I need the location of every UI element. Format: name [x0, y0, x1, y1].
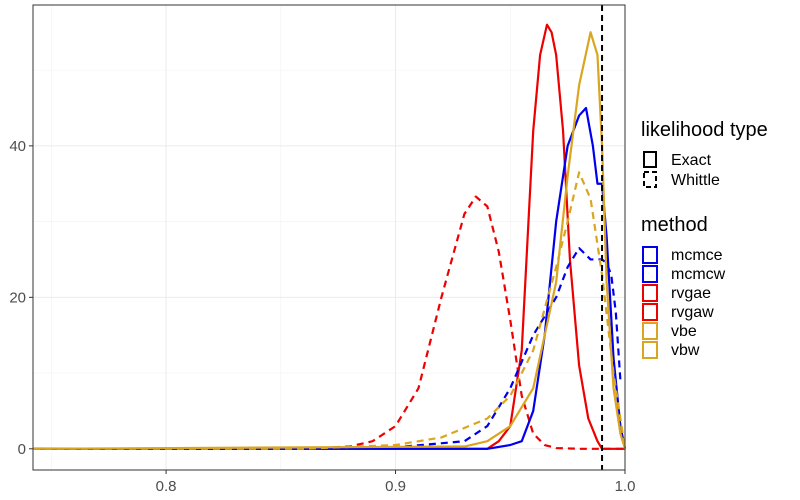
legend: likelihood type Exact Whittle method mcmc…: [641, 119, 768, 359]
legend-label: Exact: [671, 152, 712, 169]
legend-label: rvgae: [671, 285, 711, 302]
x-tick-label: 1.0: [615, 478, 636, 495]
legend-method-entries: mcmce mcmcw rvgae rvgaw vbe vbw: [642, 246, 726, 359]
x-tick-label: 0.8: [156, 478, 177, 495]
y-tick-label: 0: [18, 441, 26, 458]
legend-label: rvgaw: [671, 304, 714, 321]
legend-item-whittle: Whittle: [643, 171, 720, 189]
plot-border: [32, 4, 626, 471]
legend-key-whittle: [643, 171, 657, 188]
y-tick-label: 40: [9, 138, 26, 155]
legend-label: mcmcw: [671, 266, 726, 283]
legend-label: Whittle: [671, 172, 720, 189]
legend-item-vbw: vbw: [642, 341, 700, 359]
series-line-vbe: [32, 31, 627, 450]
legend-label: mcmce: [671, 247, 723, 264]
y-tick-label: 20: [9, 289, 26, 306]
x-axis: 0.8 0.9 1.0: [156, 470, 636, 495]
plot-background: [33, 5, 625, 470]
legend-label: vbe: [671, 323, 697, 340]
legend-item-mcmce: mcmce: [642, 246, 723, 264]
legend-key-rvgaw: [642, 303, 658, 321]
legend-key-mcmce: [642, 246, 658, 264]
legend-key-rvgae: [642, 284, 658, 302]
legend-linetype-entries: Exact Whittle: [643, 151, 720, 189]
legend-item-exact: Exact: [643, 151, 712, 169]
legend-key-vbe: [642, 322, 658, 340]
series-line-mcmce: [33, 106, 627, 450]
series-line-rvgae: [33, 23, 625, 450]
legend-item-rvgaw: rvgaw: [642, 303, 714, 321]
legend-item-mcmcw: mcmcw: [642, 265, 726, 283]
series-line-vbw: [33, 171, 627, 450]
legend-item-rvgae: rvgae: [642, 284, 711, 302]
legend-key-vbw: [642, 341, 658, 359]
x-tick-label: 0.9: [385, 478, 406, 495]
legend-key-mcmcw: [642, 265, 658, 283]
plot-panel: [32, 4, 627, 471]
series-line-rvgaw: [33, 195, 625, 450]
legend-item-vbe: vbe: [642, 322, 697, 340]
series-lines: [32, 23, 627, 450]
legend-label: vbw: [671, 342, 700, 359]
y-axis: 0 20 40: [9, 138, 33, 458]
legend-key-exact: [643, 151, 657, 168]
legend-title-method: method: [641, 214, 708, 236]
legend-title-likelihood-type: likelihood type: [641, 119, 768, 141]
